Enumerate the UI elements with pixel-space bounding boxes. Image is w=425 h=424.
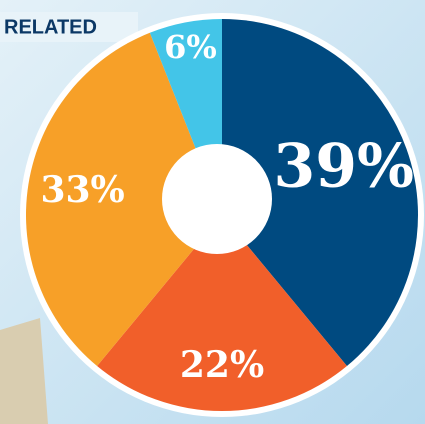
chart-title: RELATED	[4, 16, 97, 38]
page: RELATED 39%22%33%6% (() => { const data …	[0, 0, 425, 424]
value-label: 39%	[273, 132, 414, 202]
decoration	[0, 318, 48, 424]
value-label: 22%	[180, 344, 264, 386]
value-label: 33%	[40, 169, 124, 211]
value-label: 6%	[164, 28, 217, 66]
donut-hole	[162, 144, 272, 254]
chart: RELATED 39% 22% 33% 6%	[0, 0, 425, 424]
